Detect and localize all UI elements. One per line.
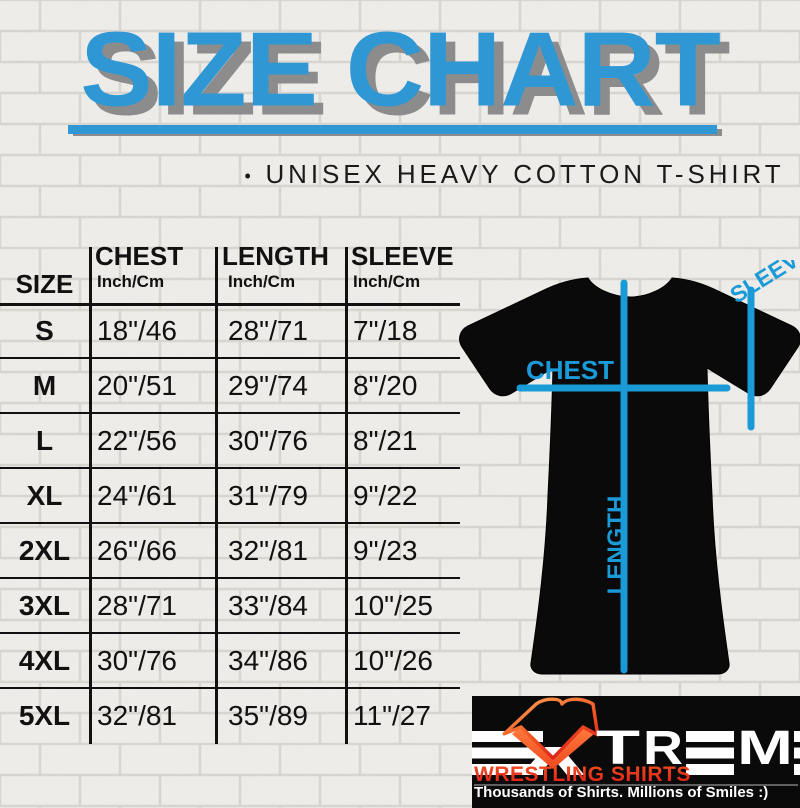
svg-text:M: M: [737, 722, 793, 775]
svg-text:WRESTLING SHIRTS: WRESTLING SHIRTS: [474, 763, 691, 786]
svg-text:CHEST: CHEST: [526, 355, 614, 385]
svg-text:LENGTH: LENGTH: [603, 496, 630, 595]
svg-text:SLEEVE: SLEEVE: [725, 260, 800, 308]
svg-text:Thousands of Shirts. Millions: Thousands of Shirts. Millions of Smiles …: [474, 784, 768, 801]
